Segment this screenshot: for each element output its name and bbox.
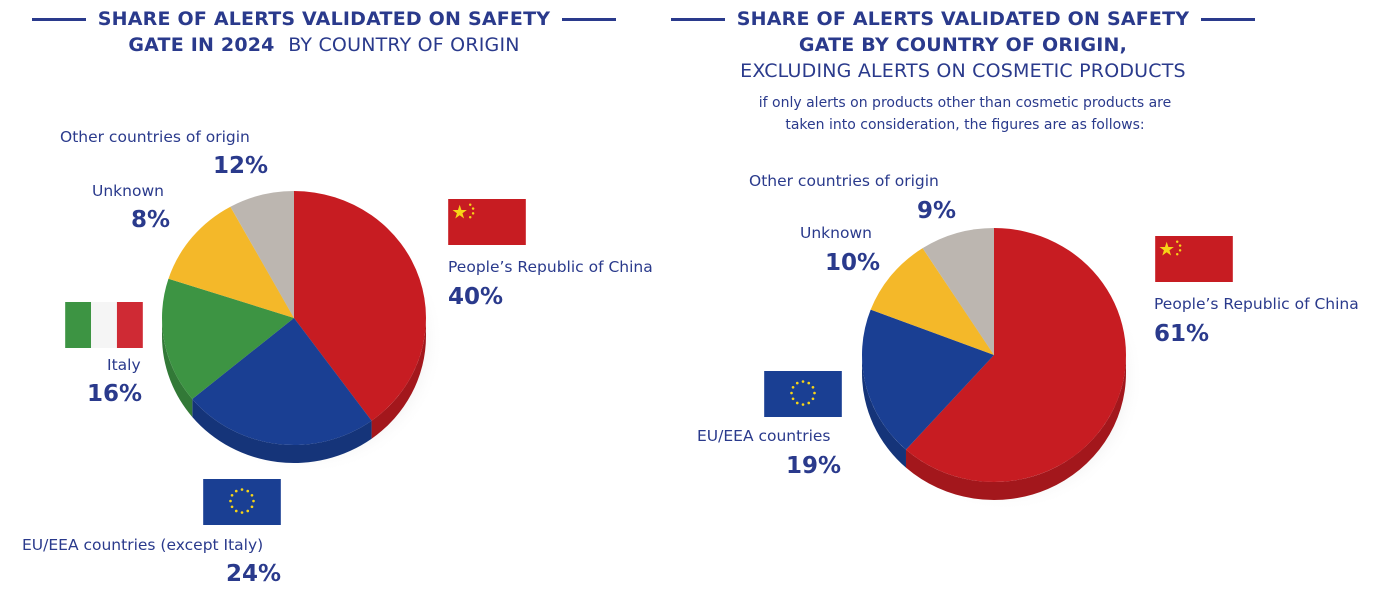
right-label-unknown: Unknown — [800, 224, 872, 242]
left-title-line2-bold: GATE IN 2024 — [128, 34, 275, 56]
pie-slice-people-s-republic-of-china — [905, 228, 1126, 482]
left-label-china: People’s Republic of China — [448, 258, 653, 276]
right-pie-chart — [862, 228, 1144, 511]
right-label-eu: EU/EEA countries — [697, 427, 831, 445]
left-percent-other: 12% — [213, 153, 269, 179]
right-label-china: People’s Republic of China — [1154, 295, 1359, 313]
pie-side-eu-eea-countries — [862, 355, 906, 468]
right-note-line2: taken into consideration, the figures ar… — [785, 117, 1145, 133]
china-flag-icon-right — [1155, 236, 1233, 282]
title-rule-left — [670, 18, 725, 21]
right-title-line1: SHARE OF ALERTS VALIDATED ON SAFETY — [736, 8, 1190, 30]
pie-side-eu-eea-countries-except-italy — [192, 398, 372, 463]
left-chart-title: SHARE OF ALERTS VALIDATED ON SAFETY GATE… — [14, 6, 634, 58]
right-note-line1: if only alerts on products other than co… — [758, 95, 1172, 111]
pie-slice-unknown — [168, 206, 294, 318]
right-percent-china: 61% — [1154, 321, 1210, 347]
right-title-line3: EXCLUDING ALERTS ON COSMETIC PRODUCTS — [740, 60, 1186, 82]
left-label-eu: EU/EEA countries (except Italy) — [22, 536, 264, 554]
eu-flag-icon-left — [203, 479, 281, 525]
title-rule-left — [31, 18, 86, 21]
right-title-line2: GATE BY COUNTRY OF ORIGIN, — [798, 34, 1128, 56]
pie-side-people-s-republic-of-china — [371, 318, 426, 439]
pie-slice-other-countries-of-origin — [230, 191, 294, 318]
pie-slice-unknown — [870, 248, 994, 355]
right-percent-unknown: 10% — [825, 250, 881, 276]
left-percent-italy: 16% — [87, 381, 143, 407]
pie-side-people-s-republic-of-china — [905, 355, 1126, 500]
right-percent-eu: 19% — [786, 453, 842, 479]
left-label-unknown: Unknown — [92, 182, 164, 200]
italy-flag-icon — [65, 302, 143, 348]
right-chart-note: if only alerts on products other than co… — [700, 92, 1230, 136]
china-flag-icon-left — [448, 199, 526, 245]
pie-slice-people-s-republic-of-china — [294, 191, 426, 421]
eu-flag-icon-right — [764, 371, 842, 417]
right-percent-other: 9% — [917, 198, 957, 224]
right-chart-title: SHARE OF ALERTS VALIDATED ON SAFETY GATE… — [650, 6, 1276, 84]
left-percent-eu: 24% — [226, 561, 282, 587]
left-label-other: Other countries of origin — [60, 128, 250, 146]
title-rule-right — [1201, 18, 1256, 21]
pie-slice-eu-eea-countries — [862, 309, 994, 450]
left-pie-chart — [162, 191, 444, 474]
left-title-line1: SHARE OF ALERTS VALIDATED ON SAFETY — [97, 8, 551, 30]
pie-slice-other-countries-of-origin — [922, 228, 994, 355]
pie-side-italy — [162, 318, 193, 417]
title-rule-right — [562, 18, 617, 21]
right-label-other: Other countries of origin — [749, 172, 939, 190]
left-percent-unknown: 8% — [131, 207, 171, 233]
left-label-italy: Italy — [107, 356, 141, 374]
left-title-line2-plain: BY COUNTRY OF ORIGIN — [288, 34, 520, 56]
left-percent-china: 40% — [448, 284, 504, 310]
pie-slice-eu-eea-countries-except-italy — [192, 318, 372, 446]
pie-slice-italy — [162, 278, 294, 399]
